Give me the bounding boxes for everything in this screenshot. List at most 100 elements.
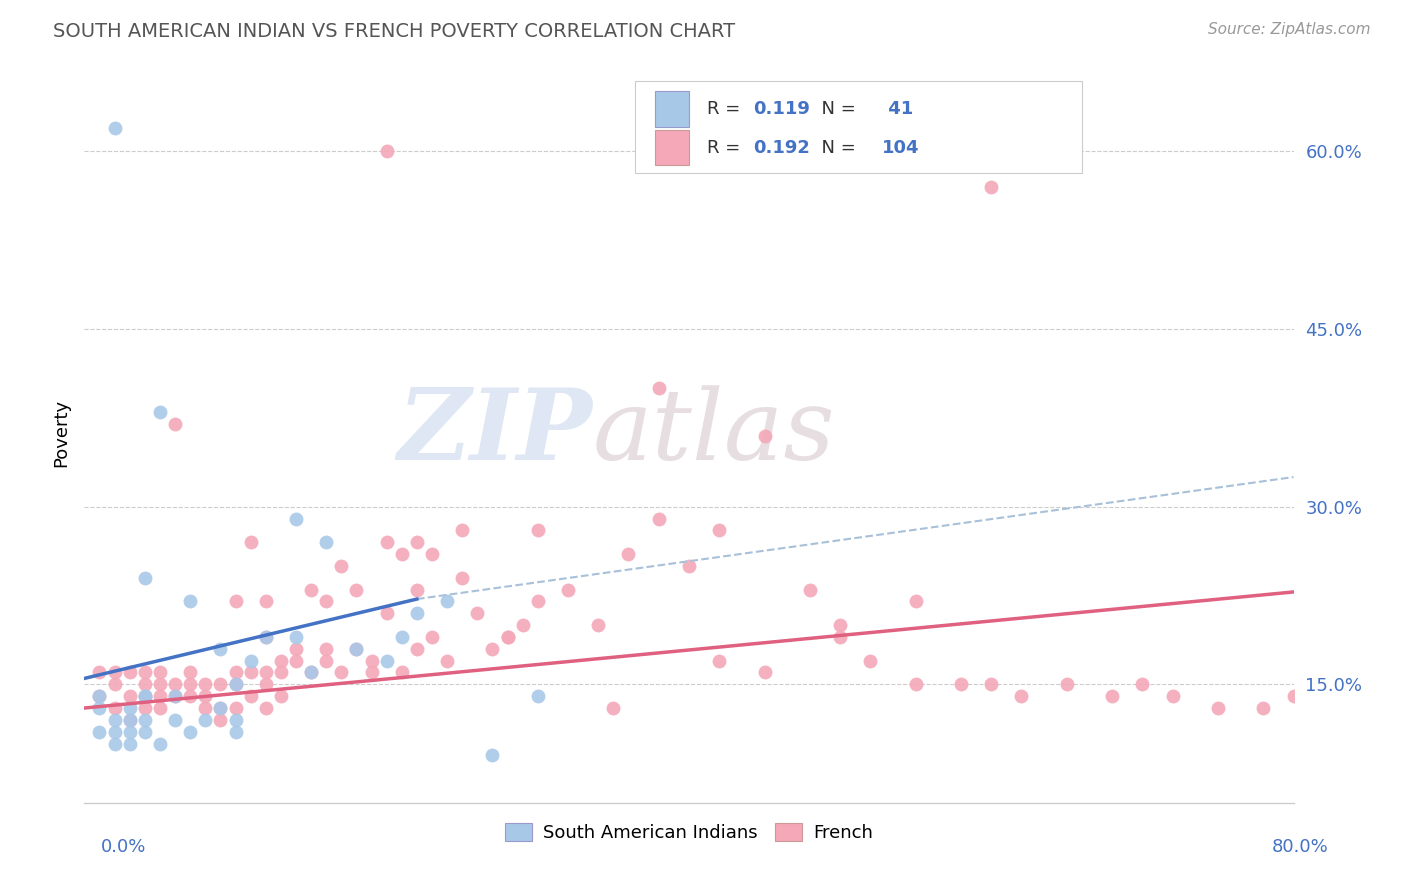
Point xyxy=(104,120,127,135)
Point xyxy=(239,689,262,703)
Point xyxy=(360,654,382,668)
Point xyxy=(254,594,277,608)
Point xyxy=(950,677,973,691)
Point xyxy=(346,641,368,656)
Point xyxy=(194,701,217,715)
Point xyxy=(134,677,156,691)
Point xyxy=(391,665,413,680)
Point xyxy=(904,594,927,608)
Text: N =: N = xyxy=(810,100,862,118)
Point xyxy=(1206,701,1229,715)
Point xyxy=(179,724,201,739)
Text: 41: 41 xyxy=(883,100,914,118)
FancyBboxPatch shape xyxy=(655,130,689,165)
Point xyxy=(451,571,474,585)
Point xyxy=(557,582,579,597)
Point xyxy=(270,665,292,680)
Point xyxy=(225,677,247,691)
Point xyxy=(165,677,187,691)
Point xyxy=(980,677,1002,691)
Point xyxy=(299,582,322,597)
Point xyxy=(1101,689,1123,703)
Point xyxy=(859,654,882,668)
Point xyxy=(165,713,187,727)
Point xyxy=(420,547,443,561)
Point xyxy=(239,654,262,668)
Point xyxy=(254,630,277,644)
Point xyxy=(149,405,172,419)
Point xyxy=(134,689,156,703)
Text: ZIP: ZIP xyxy=(398,384,592,481)
Point xyxy=(346,582,368,597)
Point xyxy=(602,701,624,715)
Point xyxy=(104,665,127,680)
Point xyxy=(527,524,550,538)
Point xyxy=(406,641,429,656)
Point xyxy=(165,689,187,703)
Point xyxy=(225,665,247,680)
Point xyxy=(830,618,852,632)
Point xyxy=(904,677,927,691)
Point xyxy=(285,630,308,644)
Point xyxy=(467,607,489,621)
Point xyxy=(406,607,429,621)
Text: R =: R = xyxy=(707,138,747,157)
Point xyxy=(496,630,519,644)
Point xyxy=(420,630,443,644)
Point xyxy=(179,689,201,703)
Point xyxy=(179,594,201,608)
Text: 104: 104 xyxy=(883,138,920,157)
Point xyxy=(799,582,821,597)
Point xyxy=(89,665,111,680)
Point xyxy=(496,630,519,644)
Text: Source: ZipAtlas.com: Source: ZipAtlas.com xyxy=(1208,22,1371,37)
Point xyxy=(481,641,503,656)
Point xyxy=(209,641,232,656)
Point xyxy=(225,713,247,727)
Y-axis label: Poverty: Poverty xyxy=(52,399,70,467)
Point xyxy=(149,677,172,691)
Point xyxy=(134,665,156,680)
Point xyxy=(617,547,640,561)
Point xyxy=(330,665,353,680)
Point xyxy=(315,641,337,656)
Point xyxy=(165,689,187,703)
Point xyxy=(527,594,550,608)
Point xyxy=(512,618,534,632)
Point xyxy=(104,677,127,691)
Point xyxy=(194,713,217,727)
Point xyxy=(391,547,413,561)
Point xyxy=(330,558,353,573)
Text: N =: N = xyxy=(810,138,862,157)
Point xyxy=(1056,677,1078,691)
Text: 0.192: 0.192 xyxy=(754,138,810,157)
Point xyxy=(104,737,127,751)
Point xyxy=(134,701,156,715)
Point xyxy=(194,689,217,703)
Point xyxy=(285,654,308,668)
Text: 0.0%: 0.0% xyxy=(101,838,146,855)
Point xyxy=(315,594,337,608)
Point xyxy=(709,654,731,668)
Point xyxy=(315,535,337,549)
Point xyxy=(118,713,141,727)
Point xyxy=(406,582,429,597)
Point xyxy=(754,428,776,442)
Point xyxy=(1282,689,1305,703)
Point xyxy=(406,535,429,549)
Point xyxy=(254,665,277,680)
Point xyxy=(194,677,217,691)
Point xyxy=(527,689,550,703)
Point xyxy=(254,630,277,644)
Point xyxy=(709,524,731,538)
Point xyxy=(225,594,247,608)
Point xyxy=(391,630,413,644)
Text: SOUTH AMERICAN INDIAN VS FRENCH POVERTY CORRELATION CHART: SOUTH AMERICAN INDIAN VS FRENCH POVERTY … xyxy=(53,22,735,41)
Point xyxy=(149,701,172,715)
Point xyxy=(118,713,141,727)
Point xyxy=(225,701,247,715)
Point xyxy=(360,665,382,680)
Point xyxy=(118,701,141,715)
Point xyxy=(254,701,277,715)
Legend: South American Indians, French: South American Indians, French xyxy=(498,816,880,849)
